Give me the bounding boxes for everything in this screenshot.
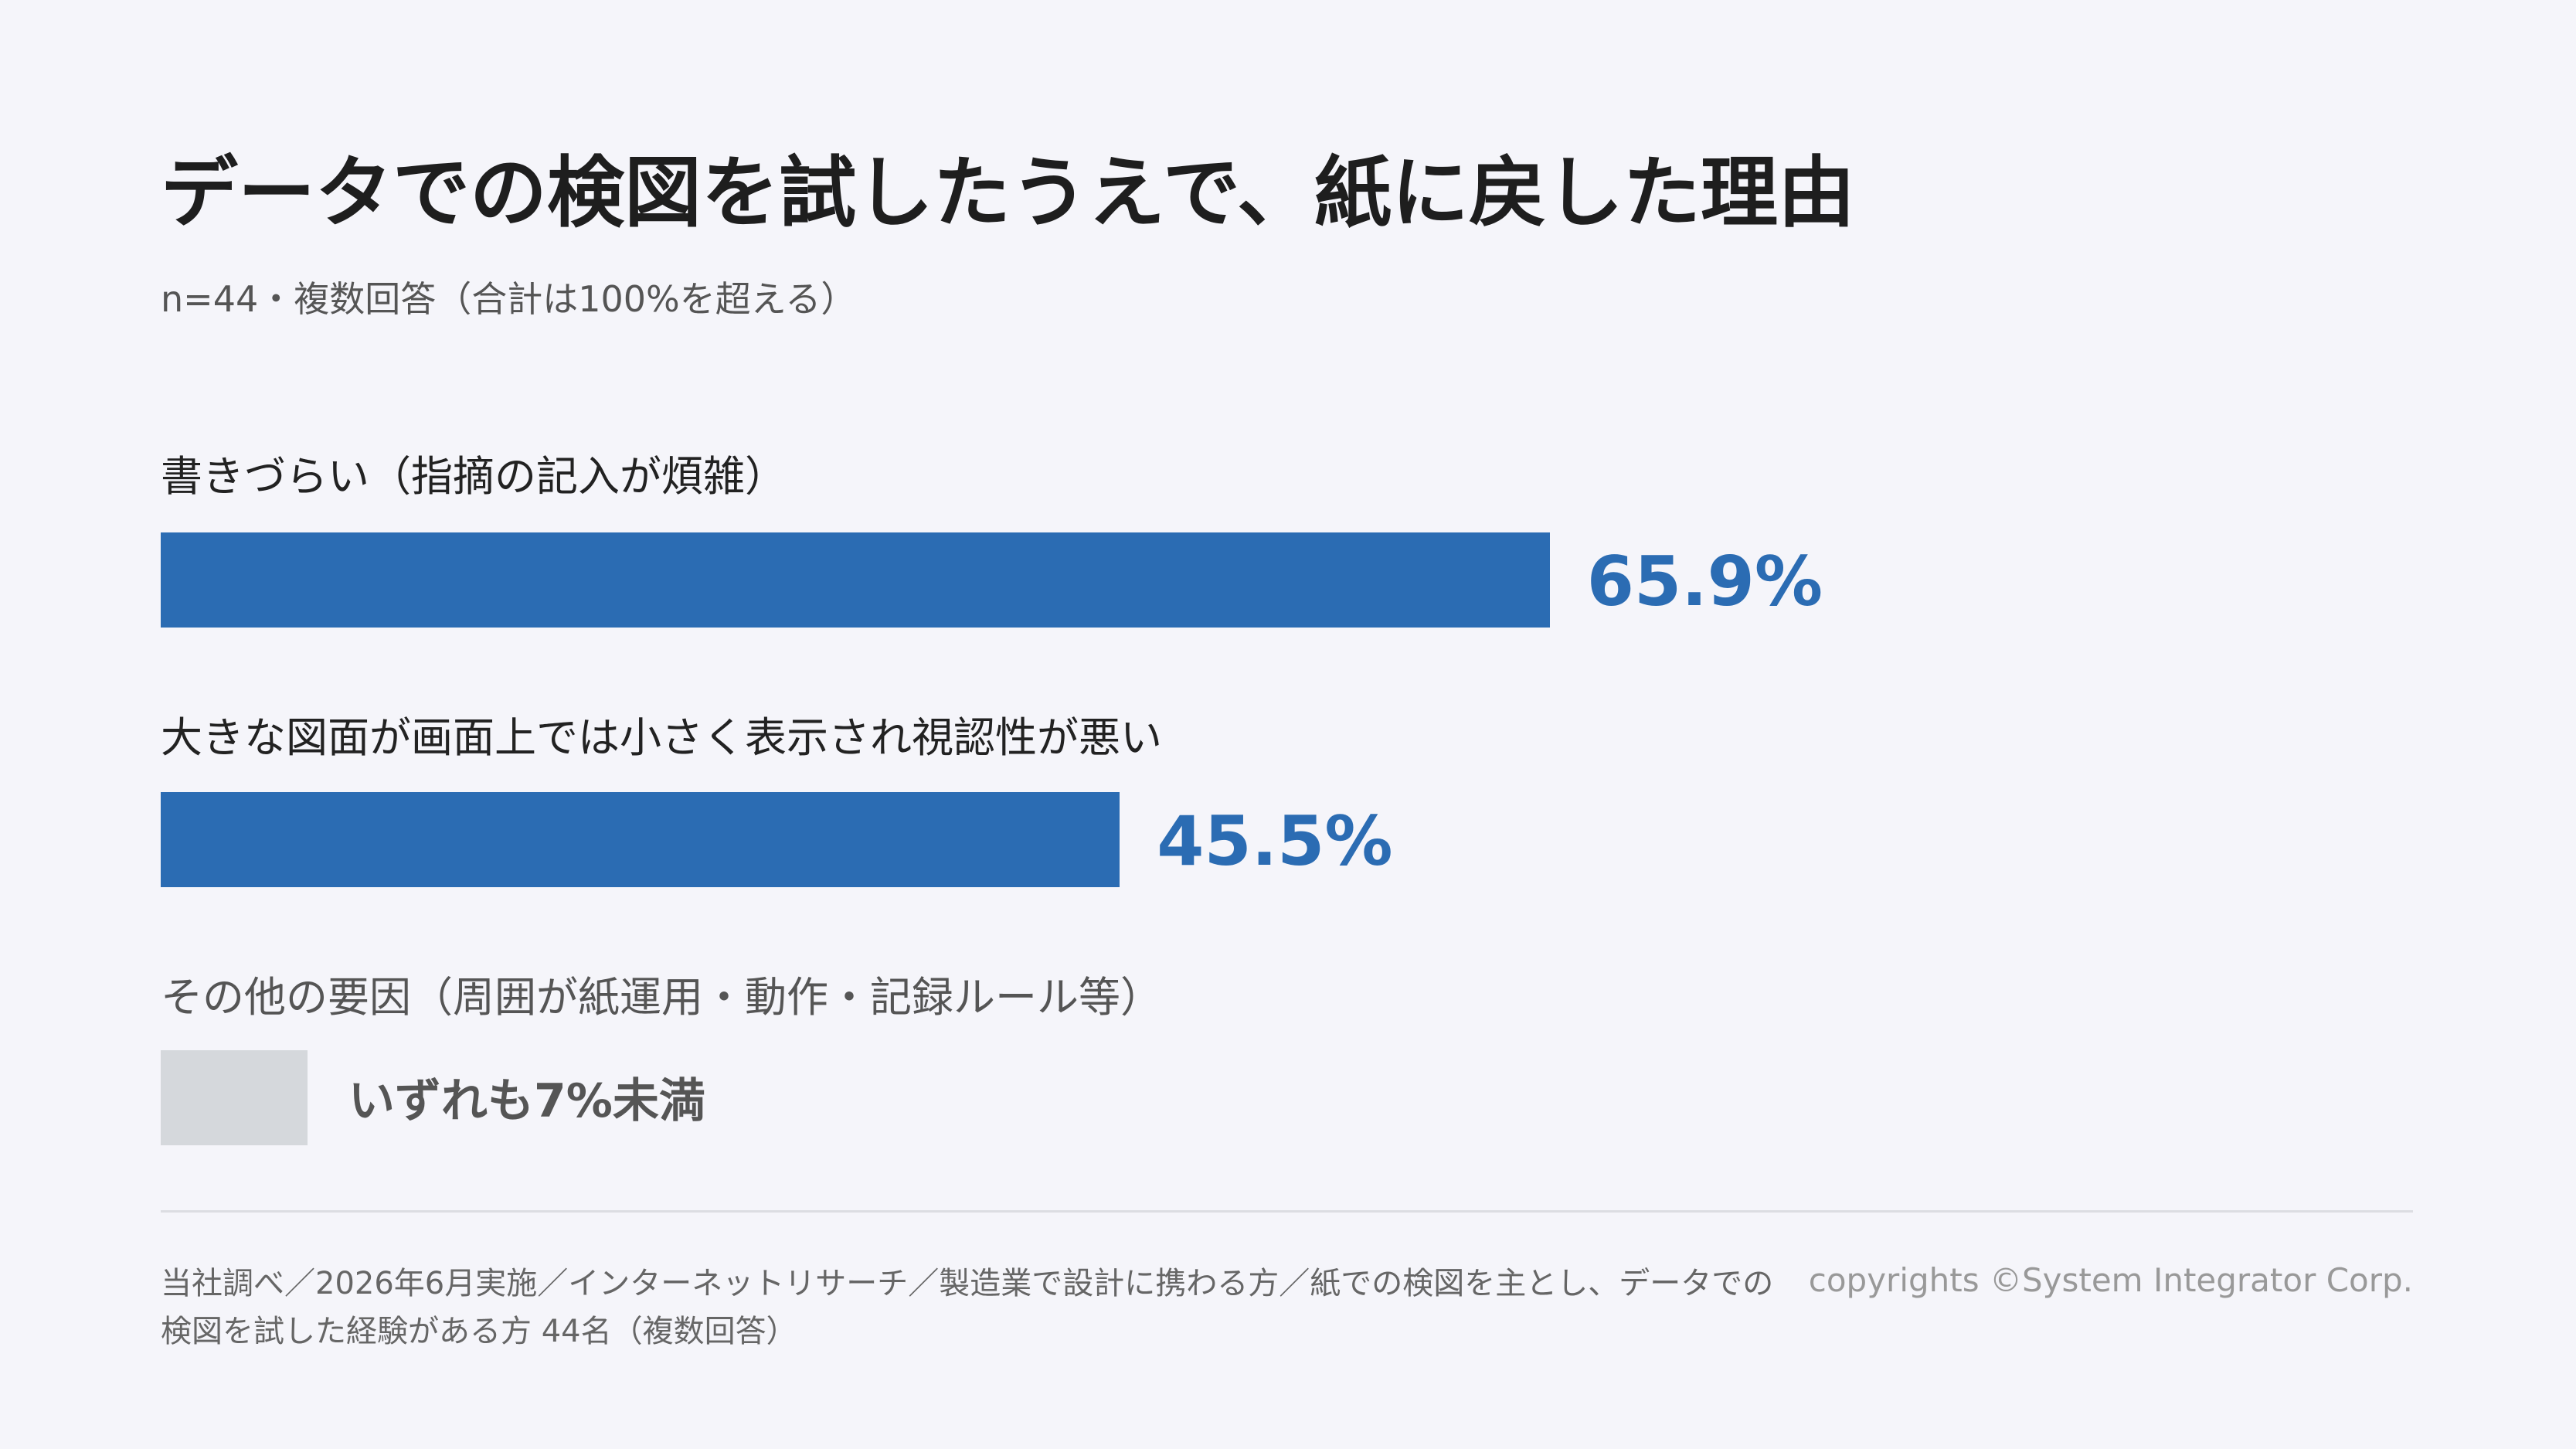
chart-title: データでの検図を試したうえで、紙に戻した理由: [161, 148, 1855, 238]
other-box: [161, 1050, 308, 1145]
other-label: その他の要因（周囲が紙運用・動作・記録ルール等）: [161, 973, 1162, 1022]
category-label: 大きな図面が画面上では小さく表示され視認性が悪い: [161, 713, 1162, 762]
divider: [161, 1210, 2413, 1213]
chart-subtitle: n=44・複数回答（合計は100%を超える）: [161, 278, 857, 320]
bar: [161, 532, 1550, 628]
bar: [161, 792, 1120, 887]
copyright: copyrights ©System Integrator Corp.: [1808, 1261, 2413, 1299]
category-label: 書きづらい（指摘の記入が煩雑）: [161, 452, 787, 501]
value-label: 65.9%: [1586, 542, 1823, 621]
other-note: いずれも7%未満: [348, 1074, 705, 1128]
value-label: 45.5%: [1157, 801, 1393, 881]
source-note: 当社調べ／2026年6月実施／インターネットリサーチ／製造業で設計に携わる方／紙…: [161, 1266, 1774, 1349]
